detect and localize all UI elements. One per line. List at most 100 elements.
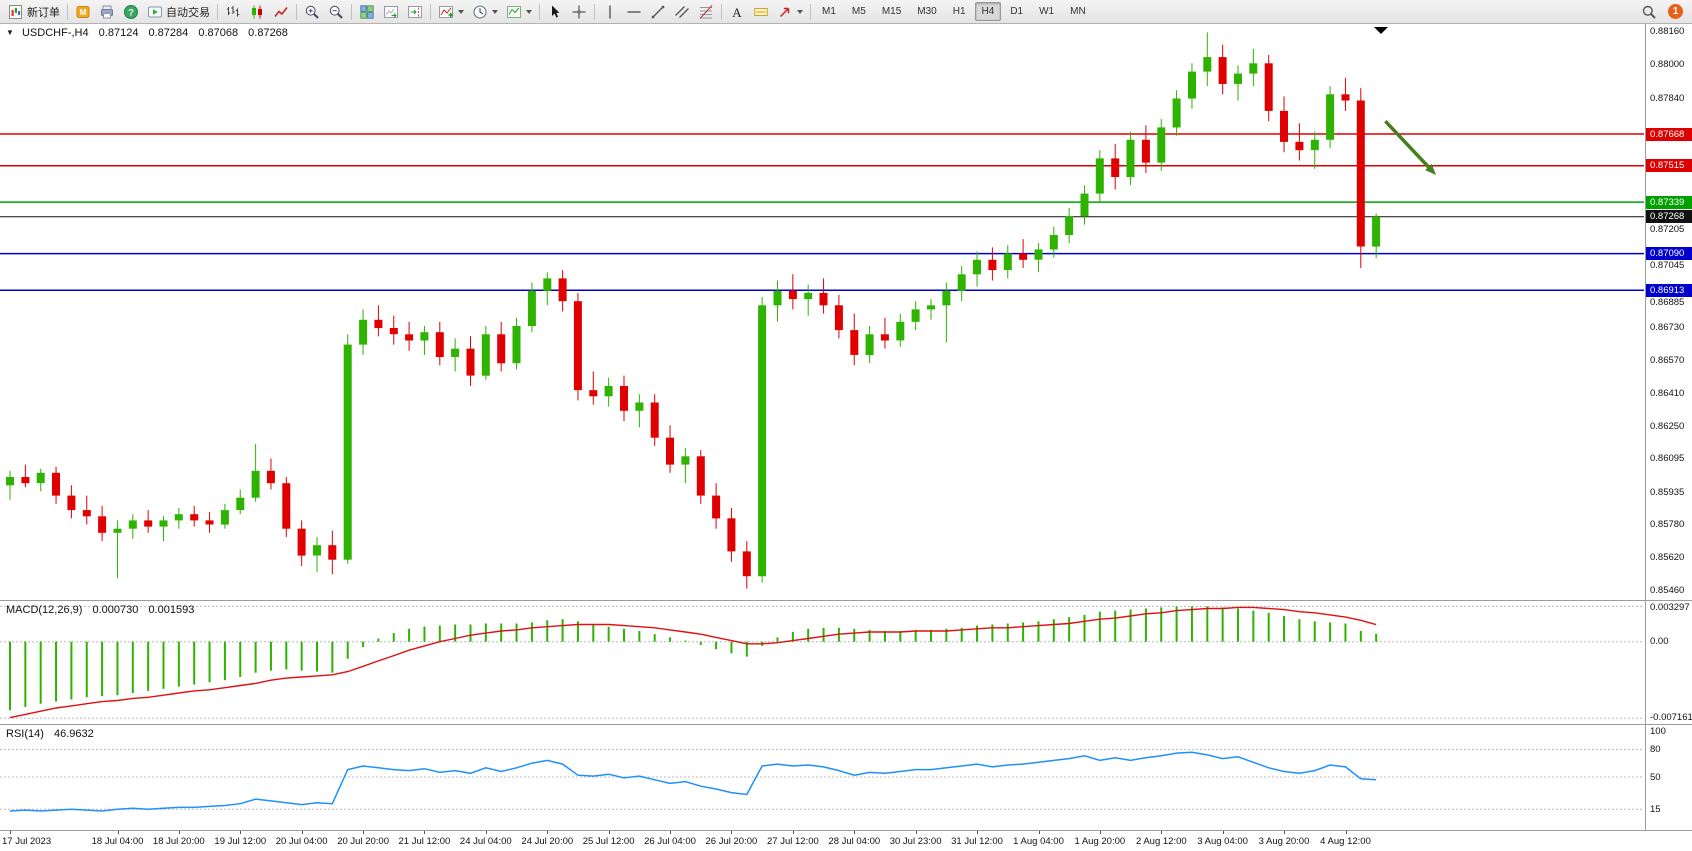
new-order-icon [8,4,24,20]
candle-body [543,278,552,291]
new-order-button[interactable]: 新订单 [4,1,64,23]
candle-body [1341,94,1350,101]
zoom-out-button[interactable] [324,1,348,23]
search-button[interactable] [1637,1,1661,23]
timeframe-button-W1[interactable]: W1 [1039,6,1055,17]
candle-body [36,472,45,484]
candle-body [128,520,137,529]
candle-body [251,470,260,498]
text-label-button[interactable] [749,1,773,23]
macd-pane[interactable]: MACD(12,26,9) 0.000730 0.001593 0.003297… [0,601,1692,725]
text-button[interactable]: A [725,1,749,23]
chevron-down-icon [526,9,532,14]
price-axis-label: 0.85460 [1650,584,1685,596]
candle-body [328,545,337,560]
candle-body [527,290,536,326]
collapse-arrow-icon[interactable]: ▼ [6,28,14,37]
cursor-button[interactable] [543,1,567,23]
timeframe-button-D1[interactable]: D1 [1010,6,1024,17]
timeframe-button-M15[interactable]: M15 [881,6,902,17]
candle-body [282,483,291,529]
price-axis-label: 0.86730 [1650,322,1685,333]
timeframe-button-H4[interactable]: H4 [974,2,1002,21]
line-chart-button[interactable] [269,1,293,23]
candle-body [1218,57,1227,84]
candlestick-button[interactable] [245,1,269,23]
autotrading-button[interactable]: 自动交易 [143,1,214,23]
main-chart-pane[interactable]: ▼ USDCHF-,H4 0.87124 0.87284 0.87068 0.8… [0,24,1692,601]
price-axis-label: 0.86410 [1650,388,1685,400]
help-button[interactable]: ? [119,1,143,23]
time-axis-tick [1284,831,1285,834]
rsi-axis-label: 100 [1650,725,1666,737]
timeframe-button-M30[interactable]: M30 [917,6,937,17]
print-button[interactable] [95,1,119,23]
level-lines[interactable] [0,133,1644,291]
time-axis-label: 19 Jul 12:00 [214,836,267,847]
mql-community-button[interactable]: M [71,1,95,23]
zoom-out-icon [328,4,344,20]
arrows-button[interactable] [773,1,807,23]
zoom-in-button[interactable] [300,1,324,23]
time-axis-tick [1222,831,1224,834]
rsi-plot [0,748,1644,812]
main-chart-plot[interactable] [0,24,1644,600]
time-axis-tick [608,831,610,834]
time-axis-label: 31 Jul 12:00 [951,836,1003,847]
rsi-pane[interactable]: RSI(14) 46.9632 100 80 50 15 [0,725,1692,831]
timeframe-button-H1[interactable]: H1 [952,6,966,17]
time-axis-tick [854,831,856,834]
time-axis-label: 28 Jul 04:00 [828,836,881,847]
time-axis-tick [1161,831,1163,834]
candle-body [589,390,598,397]
macd-axis-label: -0.007161 [1650,712,1692,723]
auto-scroll-button[interactable] [379,1,403,23]
trendline-icon [650,4,666,20]
macd-value-signal: 0.001593 [148,604,195,616]
timeframe-button-M5[interactable]: M5 [851,6,866,17]
indicators-button[interactable] [434,1,468,23]
time-axis-tick [10,831,11,834]
candle-body [1019,253,1028,260]
bar-chart-button[interactable] [221,1,245,23]
templates-button[interactable] [502,1,536,23]
candle-body [681,456,690,465]
price-level-badge: 0.87515 [1646,159,1692,173]
candle-body [451,348,460,357]
equidistant-channel-button[interactable] [670,1,694,23]
symbol-period: USDCHF-,H4 [21,27,89,39]
time-axis-tick [731,831,733,834]
rsi-axis-label: 80 [1650,743,1661,755]
time-axis-tick [363,831,365,834]
rsi-axis-label: 15 [1650,803,1661,815]
chart-shift-marker[interactable] [1374,27,1388,34]
price-axis-label: 0.85620 [1650,551,1685,563]
vertical-line-button[interactable] [598,1,622,23]
notification-badge[interactable]: 1 [1668,4,1683,19]
fibonacci-button[interactable] [694,1,718,23]
crosshair-button[interactable] [567,1,591,23]
timeframe-button-MN[interactable]: MN [1070,6,1086,17]
candle-body [144,520,153,527]
price-axis-label: 0.87045 [1650,260,1685,272]
candlestick-icon [249,4,265,20]
periods-button[interactable] [468,1,502,23]
drawn-arrow-annotation[interactable] [1384,120,1436,175]
timeframe-button-M1[interactable]: M1 [822,6,836,17]
time-axis-label: 2 Aug 12:00 [1135,836,1187,847]
price-axis[interactable]: 0.87668 0.87515 0.87339 0.87268 0.87090 0.869… [1645,24,1692,600]
candle-body [742,551,751,577]
candle-body [159,520,168,527]
time-axis-tick [915,831,917,834]
toolbar: 新订单 M? 自动交易 A M1 M5 M15 M30 H1 H4 D1 W1 MN 1 [0,0,1692,24]
candle-body [1372,216,1381,247]
tile-windows-button[interactable] [355,1,379,23]
time-axis-label: 17 Jul 2023 [2,836,52,847]
time-axis-tick [240,831,242,834]
tile-windows-icon [359,4,375,20]
chart-shift-button[interactable] [403,1,427,23]
time-axis[interactable]: 17 Jul 2023 18 Jul 04:00 18 Jul 20:00 19 Ju… [0,831,1692,851]
horizontal-line-button[interactable] [622,1,646,23]
trendline-button[interactable] [646,1,670,23]
time-axis-tick [485,831,487,834]
